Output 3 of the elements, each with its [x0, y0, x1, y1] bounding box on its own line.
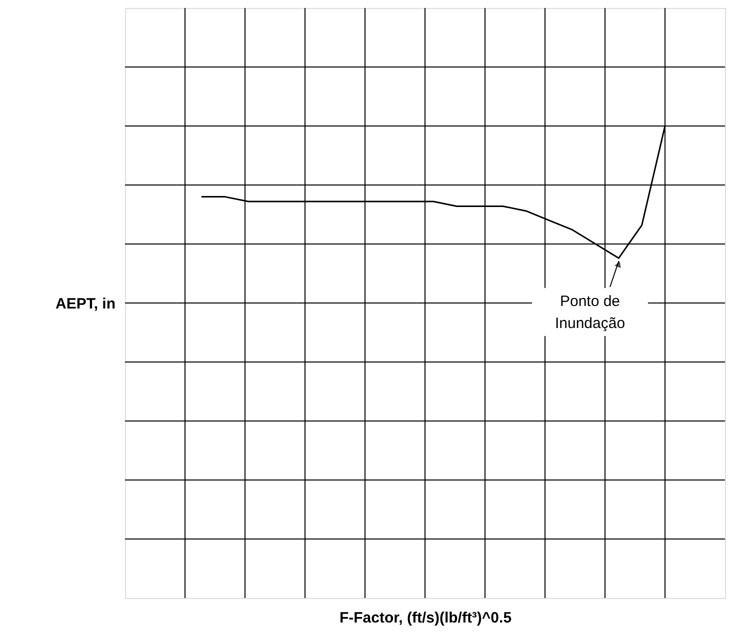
y-axis-title: AEPT, in [55, 296, 116, 312]
x-axis-title: F-Factor, (ft/s)(lb/ft³)^0.5 [339, 610, 512, 626]
annotation: Ponto de Inundação [554, 293, 626, 332]
